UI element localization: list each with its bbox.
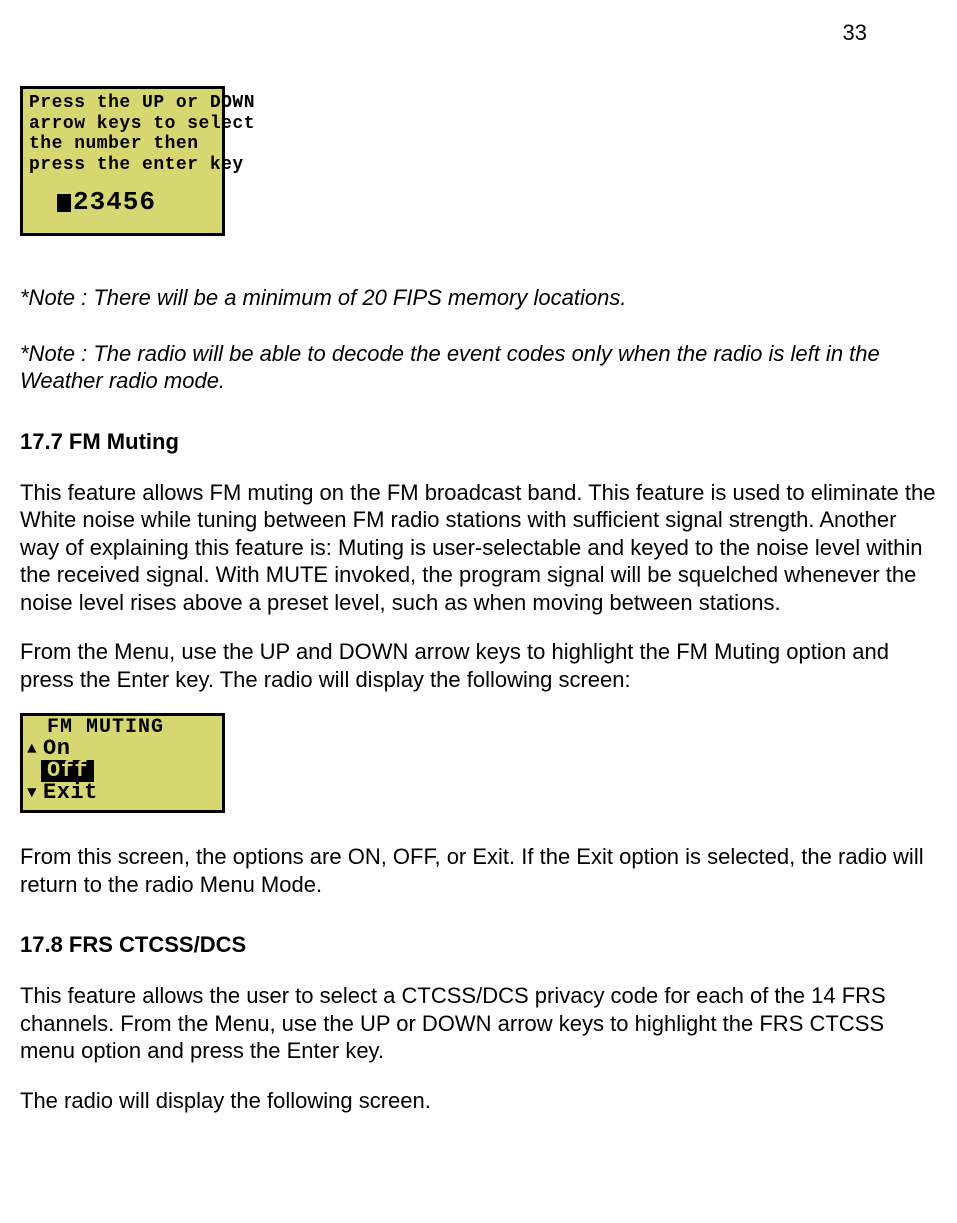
lcd-menu-item-exit: ▼ Exit — [27, 782, 218, 804]
lcd-screen-fips-entry: Press the UP or DOWN arrow keys to selec… — [20, 86, 225, 236]
lcd-line: arrow keys to select — [29, 114, 216, 135]
section-heading-frs-ctcss: 17.8 FRS CTCSS/DCS — [20, 932, 937, 958]
lcd-menu-label: Exit — [41, 782, 98, 804]
up-arrow-icon: ▲ — [27, 741, 41, 757]
note-weather-mode: *Note : The radio will be able to decode… — [20, 340, 937, 395]
cursor-icon — [57, 194, 71, 212]
lcd-menu-item-on: ▲ On — [27, 738, 218, 760]
page-number: 33 — [20, 20, 937, 46]
lcd-line: the number then — [29, 134, 216, 155]
body-paragraph: From this screen, the options are ON, OF… — [20, 843, 937, 898]
lcd-menu-item-off: Off — [27, 760, 218, 782]
lcd-number-value: 23456 — [73, 188, 156, 218]
body-paragraph: This feature allows the user to select a… — [20, 982, 937, 1065]
lcd-line: Press the UP or DOWN — [29, 93, 216, 114]
section-heading-fm-muting: 17.7 FM Muting — [20, 429, 937, 455]
down-arrow-icon: ▼ — [27, 785, 41, 801]
body-paragraph: This feature allows FM muting on the FM … — [20, 479, 937, 617]
body-paragraph: From the Menu, use the UP and DOWN arrow… — [20, 638, 937, 693]
lcd-menu-label: Off — [41, 760, 94, 782]
lcd-line: press the enter key — [29, 155, 216, 176]
body-paragraph: The radio will display the following scr… — [20, 1087, 937, 1115]
lcd-menu-label: On — [41, 738, 70, 760]
page-container: 33 Press the UP or DOWN arrow keys to se… — [0, 0, 957, 1134]
note-fips-memory: *Note : There will be a minimum of 20 FI… — [20, 284, 937, 312]
lcd-menu-title: FM MUTING — [27, 718, 218, 738]
lcd-number-row: 23456 — [29, 188, 216, 218]
lcd-screen-fm-muting-menu: FM MUTING ▲ On Off ▼ Exit — [20, 713, 225, 813]
